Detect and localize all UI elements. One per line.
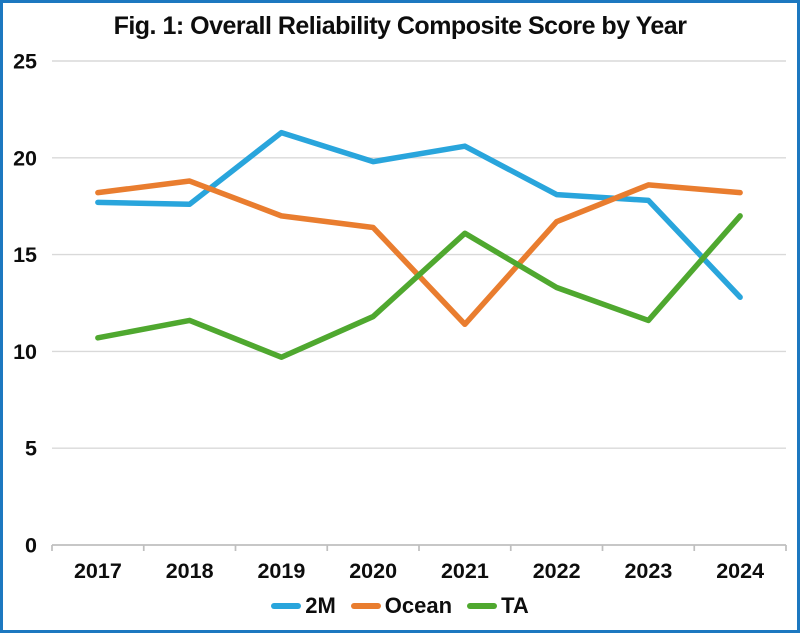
x-axis-label: 2023 [624,559,672,583]
series-line-ta [95,213,743,360]
x-axis-label: 2018 [166,559,214,583]
x-axis-label: 2022 [533,559,581,583]
legend-item-ta: TA [467,595,529,617]
y-axis-label: 0 [25,534,37,558]
chart-title: Fig. 1: Overall Reliability Composite Sc… [113,12,687,40]
x-axis-label: 2019 [257,559,305,583]
y-axis-label: 20 [13,146,37,170]
legend-swatch-ocean [350,603,381,609]
y-axis-label: 25 [13,50,37,74]
legend-item-ocean: Ocean [350,593,453,618]
legend-label-ocean: Ocean [384,593,453,618]
series-line-2m [95,129,743,300]
x-axis-label: 2017 [74,559,122,583]
y-axis-label: 10 [13,340,37,364]
chart-legend: 2M Ocean TA [3,591,797,621]
x-axis-label: 2021 [441,559,489,583]
legend-swatch-2m [271,603,302,609]
legend-label-ta: TA [501,593,529,618]
y-axis-label: 15 [13,243,37,267]
legend-item-2m: 2M [271,595,336,617]
x-axis-label: 2020 [349,559,397,583]
legend-swatch-ta [467,603,498,609]
legend-label-2m: 2M [305,593,336,618]
x-axis-label: 2024 [716,559,764,583]
line-chart: 0 5 10 15 20 25 2017 2018 2019 2020 2021 2022 2023 20… [13,50,787,583]
y-axis-label: 5 [25,437,37,461]
